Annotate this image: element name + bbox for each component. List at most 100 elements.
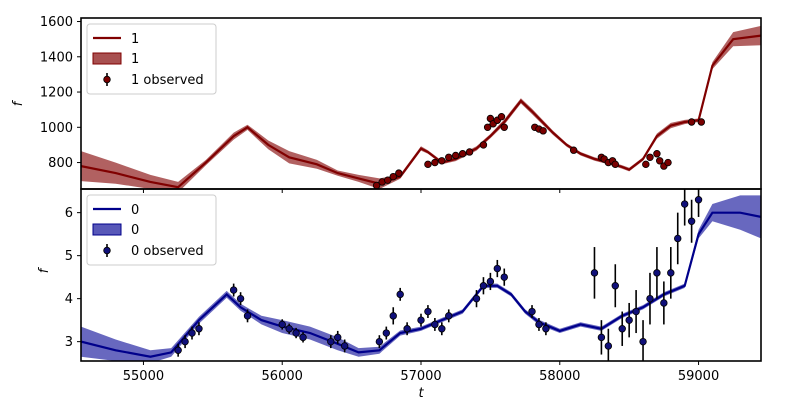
top-observed-point — [569, 146, 578, 154]
bot-model-line — [81, 211, 761, 358]
bot-observed-point — [660, 299, 668, 307]
bot-ytick-label: 3 — [65, 335, 73, 350]
top-observed-point — [500, 123, 508, 131]
top-observed-point — [451, 151, 460, 160]
bot-observed-point — [479, 282, 488, 290]
bot-xtick-label: 58000 — [539, 369, 580, 384]
top-observed-point — [458, 150, 467, 158]
bot-observed-point — [618, 325, 626, 333]
bot-observed-point — [674, 234, 682, 243]
top-observed-point — [497, 113, 506, 121]
top-observed-point — [483, 123, 492, 131]
bot-ytick-label: 5 — [65, 249, 73, 264]
top-observed-point — [389, 172, 397, 181]
top-observed-point — [646, 153, 654, 161]
top-observed-point — [383, 176, 392, 184]
top-legend-observed-label: 1 observed — [131, 73, 204, 88]
top-legend-point-swatch — [103, 75, 111, 84]
bottom-legend-band-swatch — [92, 223, 122, 236]
bot-observed-point — [396, 290, 404, 299]
bot-observed-point — [236, 294, 245, 303]
bottom-legend-point-swatch — [103, 246, 111, 255]
bot-observed-point — [500, 273, 508, 281]
top-observed-point — [465, 148, 474, 156]
top-observed-point — [479, 141, 488, 149]
bot-observed-point — [597, 333, 606, 342]
top-observed-point — [642, 160, 650, 169]
bot-observed-point — [687, 217, 696, 225]
bottom-legend-line-label: 0 — [131, 203, 139, 218]
bot-xtick-label: 56000 — [262, 369, 303, 384]
bot-observed-point — [403, 325, 411, 333]
bot-observed-point — [486, 277, 495, 286]
bot-observed-point — [646, 294, 654, 303]
bot-observed-point — [625, 316, 633, 324]
bottom-xlabel: t — [418, 386, 424, 400]
bot-observed-point — [229, 286, 238, 294]
top-observed-point — [653, 150, 661, 158]
top-observed-point — [687, 118, 696, 126]
top-observed-point — [445, 153, 453, 161]
bot-ytick-label: 6 — [65, 206, 73, 221]
top-observed-point — [611, 160, 619, 169]
bot-observed-point — [382, 329, 391, 337]
bottom-legend-band-label: 0 — [131, 223, 139, 238]
bot-observed-point — [604, 342, 613, 350]
bot-observed-point — [243, 312, 252, 320]
top-ytick-label: 1200 — [40, 86, 73, 101]
bottom-axes-frame — [80, 188, 762, 362]
top-ytick-label: 1000 — [40, 121, 73, 136]
bot-xtick-label: 57000 — [400, 369, 441, 384]
bot-observed-point — [417, 316, 425, 324]
top-ylabel: f — [11, 99, 26, 106]
bot-observed-point — [493, 264, 502, 273]
bot-xtick-label: 55000 — [123, 369, 164, 384]
bot-observed-point — [438, 325, 446, 333]
bot-ytick-label: 4 — [65, 292, 73, 307]
top-legend-band-label: 1 — [131, 52, 139, 67]
bot-observed-point — [472, 294, 481, 303]
bottom-panel: 3 4 5 6 55000 56000 57000 58000 59000 f t 0 0 0… — [37, 188, 762, 401]
top-observed-point — [655, 157, 664, 165]
top-legend-band-swatch — [92, 52, 122, 65]
top-observed-point — [424, 160, 432, 169]
bot-observed-point — [680, 200, 689, 208]
bot-observed-point — [528, 307, 536, 316]
top-legend: 1 1 1 observed — [86, 23, 217, 95]
bot-observed-point — [340, 342, 349, 350]
top-observed-point — [431, 158, 439, 167]
bot-observed-point — [334, 333, 342, 342]
bot-observed-point — [174, 346, 182, 354]
bot-observed-point — [611, 282, 619, 290]
bot-observed-point — [299, 333, 307, 342]
bot-observed-point — [653, 269, 661, 277]
bot-observed-point — [445, 312, 453, 320]
bot-observed-point — [632, 307, 640, 316]
top-ytick-label: 1600 — [40, 15, 73, 30]
bot-observed-point — [327, 337, 335, 346]
top-panel: 800 1000 1200 1400 1600 f 1 1 1 observed — [11, 15, 762, 193]
bot-xtick-label: 59000 — [678, 369, 719, 384]
top-observed-point — [438, 157, 446, 165]
bot-observed-point — [292, 329, 300, 337]
bot-observed-point — [535, 320, 543, 329]
bot-observed-point — [375, 337, 384, 346]
top-observed-point — [539, 127, 547, 135]
bot-observed-point — [389, 312, 397, 320]
top-observed-point — [697, 118, 706, 126]
bottom-legend: 0 0 0 observed — [86, 194, 217, 266]
bot-observed-point — [195, 325, 203, 333]
bot-observed-point — [188, 329, 196, 337]
bot-observed-point — [542, 325, 550, 333]
top-observed-point — [664, 158, 672, 167]
bot-observed-point — [694, 196, 703, 204]
bot-observed-point — [667, 269, 675, 277]
bottom-legend-observed-label: 0 observed — [131, 244, 204, 259]
bot-observed-point — [181, 337, 189, 346]
bot-observed-point — [590, 269, 599, 277]
bot-observed-point — [639, 337, 647, 346]
top-ytick-label: 800 — [48, 156, 73, 171]
bot-observed-point — [285, 325, 293, 333]
top-observed-point — [395, 169, 403, 177]
